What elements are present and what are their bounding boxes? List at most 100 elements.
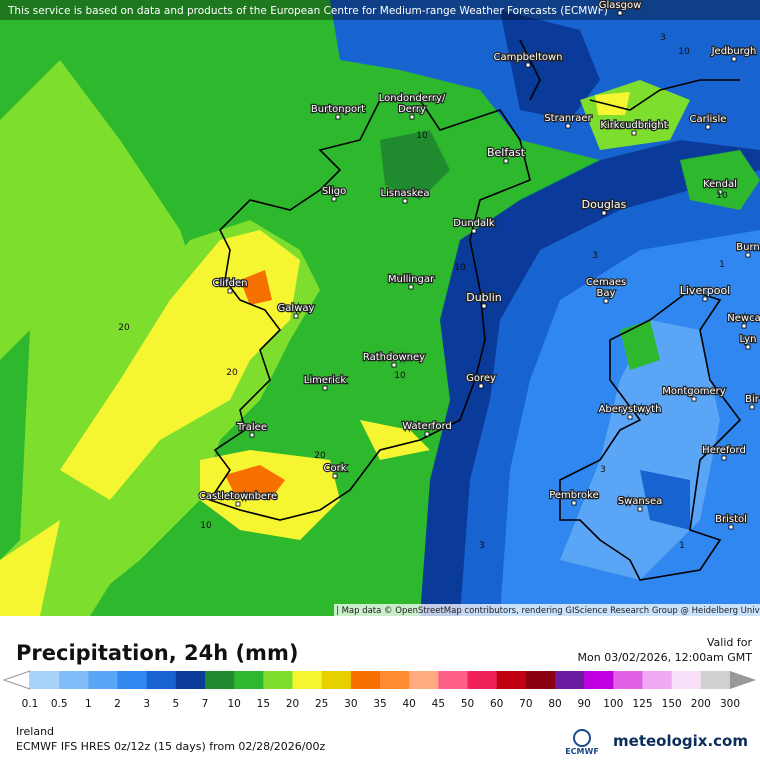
legend-label: 60 bbox=[490, 698, 503, 710]
legend-swatch bbox=[467, 671, 498, 689]
valid-label: Valid for bbox=[707, 636, 753, 649]
contour-label: 10 bbox=[394, 371, 406, 381]
legend-label: 3 bbox=[143, 698, 150, 710]
valid-time: Mon 03/02/2026, 12:00am GMT bbox=[578, 651, 753, 664]
city-marker bbox=[721, 455, 727, 461]
legend-label: 1 bbox=[85, 698, 92, 710]
city-marker bbox=[731, 56, 737, 62]
contour-label: 1 bbox=[719, 260, 725, 270]
precip-field bbox=[0, 0, 760, 616]
attribution-bg bbox=[334, 604, 760, 616]
contour-label: 3 bbox=[479, 541, 485, 551]
city-label: Swansea bbox=[618, 496, 662, 507]
city-label: Tralee bbox=[236, 422, 267, 433]
city-label: Lyn bbox=[740, 334, 757, 345]
contour-label: 10 bbox=[454, 263, 466, 273]
legend-swatch bbox=[88, 671, 118, 689]
city-label: Aberystwyth bbox=[599, 404, 662, 415]
legend-label: 7 bbox=[202, 698, 209, 710]
city-label: Kendal bbox=[703, 179, 737, 190]
legend-label: 10 bbox=[227, 698, 240, 710]
city-marker bbox=[571, 500, 577, 506]
city-marker bbox=[603, 298, 609, 304]
ecmwf-logo: ECMWF bbox=[565, 747, 599, 756]
city-marker bbox=[409, 114, 415, 120]
city-label: Rathdowney bbox=[363, 352, 425, 363]
legend-swatch bbox=[263, 671, 293, 689]
city-marker bbox=[227, 288, 233, 294]
legend-label: 0.1 bbox=[22, 698, 39, 710]
legend-swatch bbox=[496, 671, 527, 689]
legend-label: 125 bbox=[632, 698, 652, 710]
city-labels: Glasgow Campbeltown Jedburgh Burtonport Lond… bbox=[198, 0, 760, 530]
city-marker bbox=[601, 210, 607, 216]
city-marker bbox=[235, 501, 241, 507]
city-marker bbox=[691, 396, 697, 402]
city-label: Belfast bbox=[487, 146, 526, 159]
legend-swatch bbox=[30, 671, 60, 689]
legend-label: 15 bbox=[257, 698, 270, 710]
city-marker bbox=[745, 252, 751, 258]
city-label: Carlisle bbox=[690, 114, 727, 125]
contour-label: 10 bbox=[678, 47, 690, 57]
coastline bbox=[208, 39, 742, 581]
banner-bg bbox=[0, 0, 760, 20]
city-marker bbox=[293, 313, 299, 319]
legend-label: 2 bbox=[114, 698, 121, 710]
city-marker bbox=[471, 228, 477, 234]
city-marker bbox=[332, 473, 338, 479]
legend: 0.1 0.5 1 2 3 5 7 10 15 20 25 30 35 40 45 50 60 70 80 90 100… bbox=[2, 670, 756, 710]
title: Precipitation, 24h (mm) bbox=[16, 641, 298, 665]
city-label: Waterford bbox=[402, 421, 451, 432]
legend-label: 150 bbox=[662, 698, 682, 710]
legend-label: 80 bbox=[548, 698, 561, 710]
contour-label: 3 bbox=[600, 465, 606, 475]
city-marker bbox=[331, 196, 337, 202]
legend-swatch bbox=[380, 671, 410, 689]
city-marker bbox=[705, 124, 711, 130]
city-label: Dundalk bbox=[453, 218, 495, 229]
legend-label: 30 bbox=[344, 698, 357, 710]
ecmwf-icon bbox=[573, 729, 591, 747]
city-label: Burn bbox=[736, 242, 759, 253]
city-label: Montgomery bbox=[662, 386, 725, 397]
legend-label: 40 bbox=[402, 698, 415, 710]
model-info: ECMWF IFS HRES 0z/12z (15 days) from 02/… bbox=[16, 740, 326, 753]
city-label: Burtonport bbox=[311, 104, 365, 115]
legend-swatch bbox=[117, 671, 148, 689]
site-logo[interactable]: meteologix.com bbox=[613, 732, 748, 750]
legend-swatch bbox=[613, 671, 643, 689]
city-marker bbox=[424, 431, 430, 437]
legend-swatch bbox=[525, 671, 556, 689]
legend-label: 200 bbox=[691, 698, 711, 710]
legend-label: 35 bbox=[373, 698, 386, 710]
city-label: Mullingar bbox=[388, 274, 435, 285]
city-label: Liverpool bbox=[680, 284, 730, 297]
city-marker bbox=[335, 114, 341, 120]
city-label: Limerick bbox=[304, 375, 347, 386]
region: Ireland bbox=[16, 725, 54, 738]
legend-label: 5 bbox=[172, 698, 179, 710]
legend-label: 50 bbox=[461, 698, 474, 710]
city-label: Glasgow bbox=[599, 0, 642, 11]
contour-label: 20 bbox=[314, 451, 326, 461]
city-label: Clifden bbox=[213, 278, 248, 289]
legend-swatch bbox=[409, 671, 439, 689]
legend-swatch bbox=[671, 671, 702, 689]
legend-swatch bbox=[234, 671, 264, 689]
legend-label: 100 bbox=[603, 698, 623, 710]
city-marker bbox=[728, 524, 734, 530]
city-marker bbox=[717, 189, 723, 195]
legend-label: 300 bbox=[720, 698, 740, 710]
legend-swatch bbox=[555, 671, 585, 689]
city-marker bbox=[525, 62, 531, 68]
city-label: Cork bbox=[323, 463, 346, 474]
legend-swatch bbox=[642, 671, 673, 689]
legend-swatch bbox=[584, 671, 614, 689]
legend-swatch bbox=[205, 671, 235, 689]
contour-label: 3 bbox=[592, 251, 598, 261]
city-marker bbox=[391, 362, 397, 368]
city-label: Bristol bbox=[715, 514, 747, 525]
contour-label: 10 bbox=[716, 191, 728, 201]
